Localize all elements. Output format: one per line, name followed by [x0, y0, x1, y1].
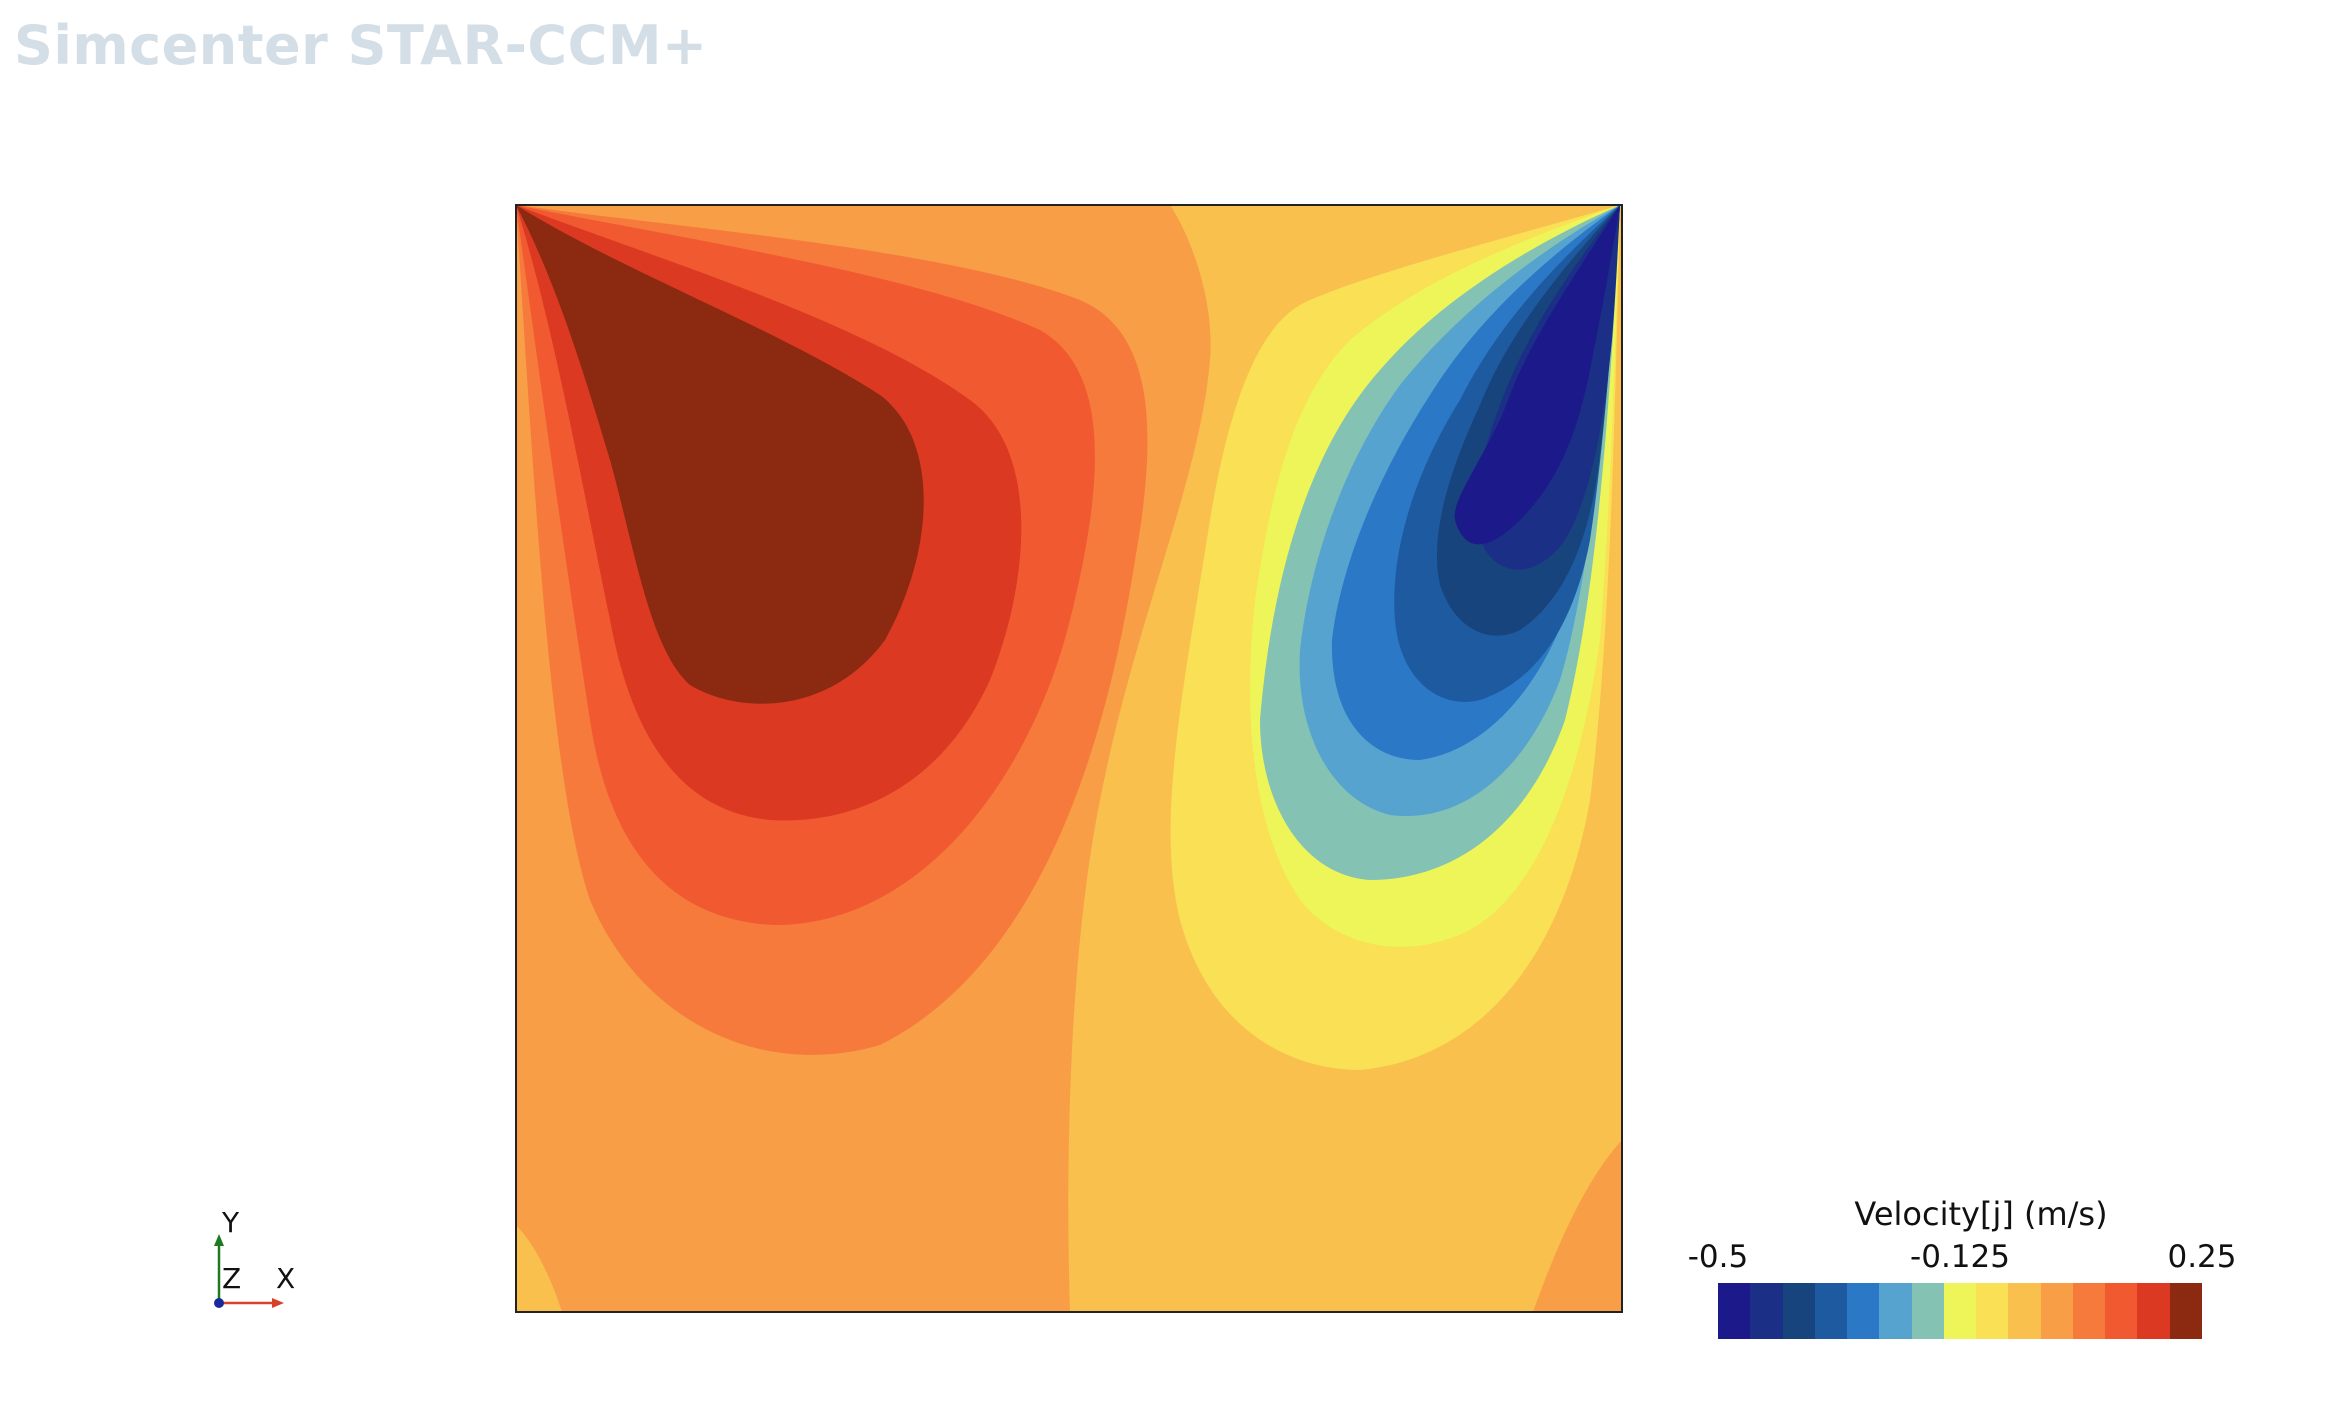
legend-title: Velocity[j] (m/s) [1854, 1195, 2108, 1233]
y-axis-arrowhead [214, 1234, 224, 1246]
legend-colorbar [1718, 1283, 2202, 1339]
legend-swatch [2008, 1283, 2041, 1339]
z-axis-label: Z [222, 1262, 241, 1295]
legend-swatch [1750, 1283, 1783, 1339]
legend-swatch [2040, 1283, 2073, 1339]
legend-swatch [1911, 1283, 1944, 1339]
legend-swatch [1814, 1283, 1848, 1339]
legend-mid-label: -0.125 [1910, 1239, 2010, 1275]
color-legend: Velocity[j] (m/s) -0.5 -0.125 0.25 [1687, 1195, 2250, 1345]
y-axis-label: Y [221, 1206, 240, 1239]
contour-band-left-4 [516, 205, 924, 704]
x-axis-label: X [276, 1262, 295, 1295]
legend-swatch [2137, 1283, 2170, 1339]
legend-swatch [1879, 1283, 1912, 1339]
legend-swatch [1976, 1283, 2009, 1339]
legend-swatch [1782, 1283, 1815, 1339]
x-axis-arrowhead [272, 1298, 284, 1308]
domain-border [515, 204, 1623, 1313]
legend-swatch [2169, 1283, 2202, 1339]
legend-swatch [2072, 1283, 2106, 1339]
app-watermark: Simcenter STAR-CCM+ [14, 14, 708, 77]
legend-swatch [1847, 1283, 1880, 1339]
legend-swatch [1943, 1283, 1977, 1339]
z-axis-dot [214, 1298, 224, 1308]
axes-triad: Y Z X [214, 1206, 295, 1308]
legend-swatch [1718, 1283, 1751, 1339]
legend-min-label: -0.5 [1687, 1239, 1749, 1275]
contour-band-bottom-right-corner [1533, 1140, 1622, 1312]
legend-swatch [2105, 1283, 2138, 1339]
contour-band-bottom-left-corner [516, 1225, 562, 1312]
contour-band-right-9 [1454, 205, 1620, 545]
legend-max-label: 0.25 [2167, 1239, 2237, 1275]
